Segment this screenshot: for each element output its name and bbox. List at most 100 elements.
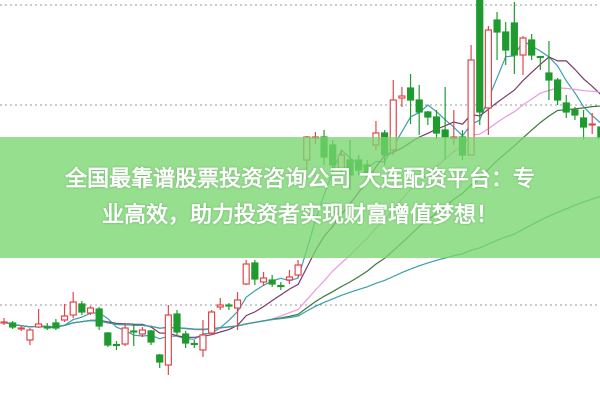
- candle-body: [147, 330, 155, 343]
- gridlines: [0, 4, 600, 306]
- candle-body: [225, 304, 233, 307]
- candle-body: [104, 332, 112, 346]
- candle: [199, 320, 207, 357]
- candle: [69, 292, 77, 318]
- moving-average-lines: [3, 40, 600, 340]
- candle-body: [78, 303, 86, 313]
- candle: [17, 326, 25, 331]
- candle: [121, 324, 129, 346]
- candle-body: [69, 301, 77, 316]
- candle-body: [545, 72, 553, 81]
- candle-body: [424, 111, 432, 118]
- candle: [285, 270, 294, 284]
- candle-body: [528, 39, 536, 56]
- candle: [545, 41, 553, 100]
- candle-body: [199, 334, 207, 351]
- candle: [476, 0, 484, 125]
- candle: [0, 318, 8, 325]
- candle: [26, 328, 34, 345]
- candle-body: [190, 342, 198, 346]
- candle: [173, 310, 181, 335]
- candle-body: [9, 322, 17, 328]
- ma10-line: [3, 56, 600, 339]
- candle: [190, 340, 198, 348]
- candle-body: [294, 264, 302, 276]
- candle: [86, 306, 95, 315]
- candle-body: [597, 126, 600, 139]
- candle: [510, 2, 518, 74]
- candle-body: [60, 315, 69, 321]
- candle-body: [493, 19, 501, 33]
- banner-line-1: 全国最靠谱股票投资咨询公司 大连配资平台：专: [65, 166, 535, 192]
- candle-body: [43, 326, 51, 329]
- candle: [112, 341, 121, 350]
- ma5-line: [3, 40, 600, 340]
- candle: [130, 324, 138, 346]
- candle: [156, 354, 164, 368]
- candle: [519, 36, 527, 75]
- candle-body: [415, 99, 423, 113]
- banner-line-2: 业高效，助力投资者实现财富增值梦想！: [101, 202, 498, 228]
- candle: [60, 304, 69, 322]
- candle-body: [502, 31, 510, 51]
- candle: [415, 85, 423, 135]
- candle-body: [112, 343, 121, 347]
- candle: [562, 95, 570, 118]
- candle: [182, 331, 190, 348]
- candle-body: [138, 329, 146, 335]
- candle-body: [406, 87, 415, 101]
- candle: [34, 309, 43, 328]
- candle: [268, 275, 276, 287]
- candle-body: [536, 55, 544, 59]
- candle-body: [285, 276, 294, 281]
- candle: [398, 87, 406, 107]
- candle-body: [121, 327, 129, 345]
- candle-body: [251, 262, 259, 280]
- candle-body: [476, 0, 484, 113]
- promo-banner: 全国最靠谱股票投资咨询公司 大连配资平台：专 业高效，助力投资者实现财富增值梦想…: [0, 137, 600, 258]
- candle-body: [398, 95, 406, 99]
- candle: [432, 110, 441, 139]
- candle-body: [562, 102, 570, 113]
- candle-body: [432, 116, 441, 134]
- candle-body: [216, 304, 224, 308]
- candle: [138, 327, 146, 337]
- candle-body: [182, 333, 190, 344]
- candle: [147, 330, 155, 345]
- candle: [424, 111, 432, 125]
- candle-body: [233, 299, 242, 309]
- candle: [78, 301, 86, 315]
- candle: [406, 74, 415, 124]
- candle: [553, 78, 562, 105]
- candle-body: [441, 129, 449, 138]
- candle-body: [86, 307, 95, 314]
- candle-body: [208, 311, 216, 334]
- candle: [259, 272, 268, 286]
- candle: [493, 12, 501, 60]
- candle-body: [156, 354, 164, 363]
- candle: [277, 282, 285, 290]
- candle-body: [17, 327, 25, 330]
- candle-body: [579, 117, 588, 128]
- candle: [528, 34, 536, 60]
- candle-body: [519, 37, 527, 56]
- candle: [502, 22, 510, 65]
- candle-body: [484, 29, 492, 109]
- candle-body: [553, 79, 562, 101]
- candle: [242, 260, 250, 285]
- candle: [588, 113, 596, 134]
- candle: [225, 303, 233, 310]
- candle: [233, 292, 242, 330]
- candle-body: [510, 22, 518, 56]
- candle: [216, 298, 224, 310]
- candle: [571, 107, 579, 120]
- candle-body: [242, 263, 250, 285]
- candle: [208, 310, 216, 335]
- candle-body: [52, 322, 60, 329]
- candle-body: [571, 109, 579, 116]
- candle-body: [259, 277, 268, 283]
- candle-body: [0, 321, 8, 324]
- candle-body: [268, 279, 276, 285]
- candle: [579, 110, 588, 140]
